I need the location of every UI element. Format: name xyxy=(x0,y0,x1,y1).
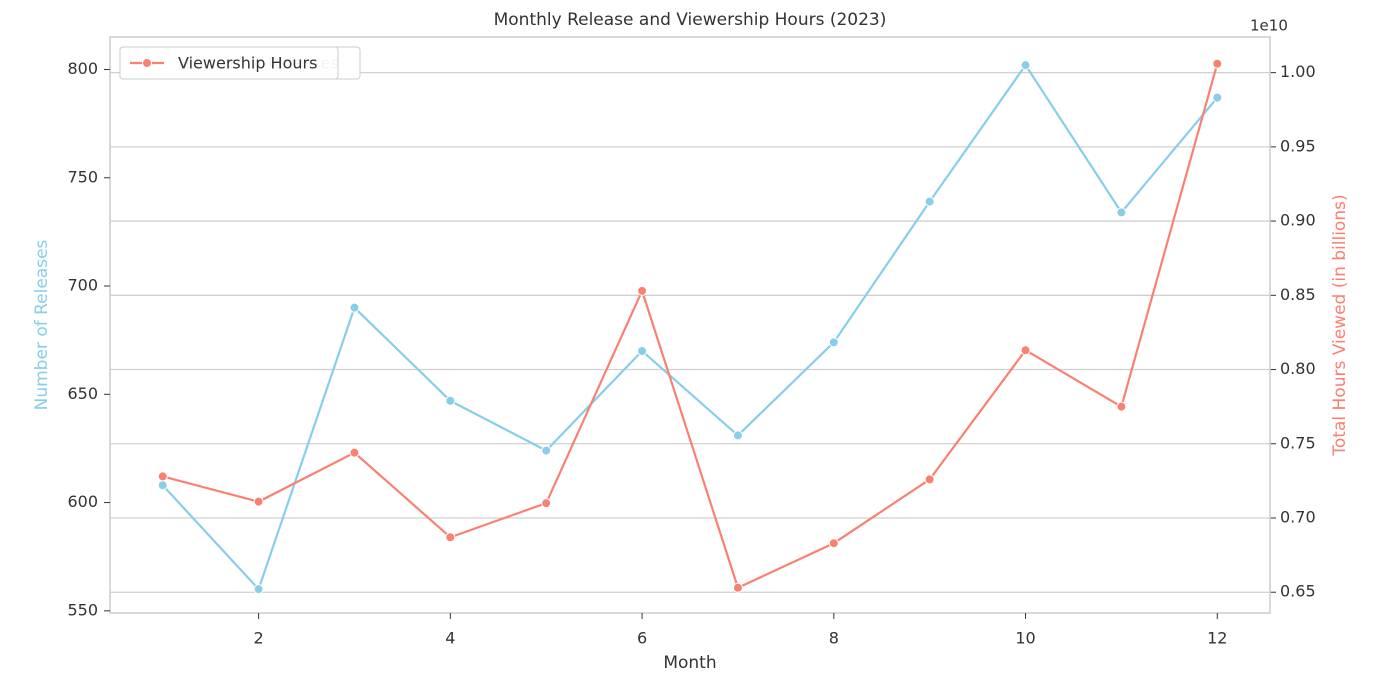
y2-tick-label: 1.00 xyxy=(1280,62,1316,81)
y2-tick-label: 0.95 xyxy=(1280,136,1316,155)
point xyxy=(924,474,935,485)
y2-axis-label: Total Hours Viewed (in billions) xyxy=(1330,194,1350,456)
y2-tick-label: 0.70 xyxy=(1280,507,1316,526)
y2-tick-label: 0.75 xyxy=(1280,433,1316,452)
plot-frame xyxy=(109,36,1271,614)
point xyxy=(1020,345,1031,356)
y2-tick-label: 0.65 xyxy=(1280,582,1316,601)
point xyxy=(253,584,264,595)
x-axis-label: Month xyxy=(663,653,716,673)
legend-box xyxy=(119,46,339,80)
series-line xyxy=(161,63,1219,592)
y-tick-label: 650 xyxy=(67,384,98,403)
point xyxy=(253,496,264,507)
x-tick-label: 12 xyxy=(1207,629,1227,648)
y-tick-label: 750 xyxy=(67,167,98,186)
point xyxy=(1212,92,1223,103)
point xyxy=(349,302,360,313)
x-tick-label: 4 xyxy=(445,629,455,648)
point xyxy=(541,445,552,456)
chart-title: Monthly Release and Viewership Hours (20… xyxy=(494,10,887,30)
series-line xyxy=(162,63,1219,590)
point xyxy=(1020,60,1031,71)
y2-tick-label: 0.90 xyxy=(1280,211,1316,230)
point xyxy=(924,196,935,207)
point xyxy=(157,471,168,482)
point xyxy=(637,285,648,296)
x-tick-label: 10 xyxy=(1015,629,1035,648)
point xyxy=(1212,58,1223,69)
point xyxy=(1116,207,1127,218)
legend-label: Viewership Hours xyxy=(178,54,317,73)
point xyxy=(445,395,456,406)
y-tick-label: 600 xyxy=(67,492,98,511)
x-tick-label: 6 xyxy=(637,629,647,648)
point xyxy=(1116,401,1127,412)
y2-tick-label: 0.80 xyxy=(1280,359,1316,378)
y-tick-label: 800 xyxy=(67,59,98,78)
point xyxy=(732,582,743,593)
point xyxy=(541,498,552,509)
x-tick-label: 8 xyxy=(829,629,839,648)
point xyxy=(828,538,839,549)
point xyxy=(445,532,456,543)
point xyxy=(732,430,743,441)
y2-offset-label: 1e10 xyxy=(1250,17,1288,35)
y-tick-label: 700 xyxy=(67,276,98,295)
y-axis-label: Number of Releases xyxy=(32,239,52,410)
point xyxy=(349,447,360,458)
x-tick-label: 2 xyxy=(254,629,264,648)
point xyxy=(157,480,168,491)
point xyxy=(828,337,839,348)
y2-tick-label: 0.85 xyxy=(1280,285,1316,304)
legend-marker xyxy=(142,58,152,68)
point xyxy=(637,345,648,356)
y-tick-label: 550 xyxy=(67,600,98,619)
